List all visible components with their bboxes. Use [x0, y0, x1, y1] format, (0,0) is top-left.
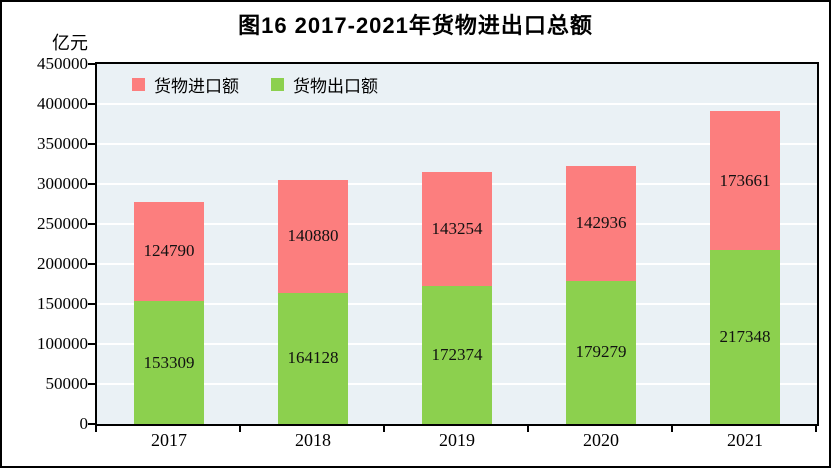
- legend-label: 货物进口额: [154, 76, 239, 96]
- y-axis-tick-mark: [88, 63, 95, 65]
- x-axis-tick-mark: [815, 426, 817, 432]
- gridline: [97, 103, 817, 105]
- bar-segment-货物出口额-2017: 153309: [134, 301, 204, 424]
- y-axis-tick-label: 400000: [37, 94, 88, 113]
- y-axis-tick-mark: [88, 423, 95, 425]
- x-axis-tick-mark: [527, 426, 529, 432]
- x-axis-tick-label: 2017: [151, 430, 187, 450]
- bar-value-label: 164128: [287, 348, 339, 368]
- y-axis-unit-label: 亿元: [52, 33, 88, 53]
- legend-label: 货物出口额: [293, 76, 378, 96]
- bar-segment-货物出口额-2020: 179279: [566, 280, 636, 424]
- x-axis-tick-label: 2020: [583, 430, 619, 450]
- legend: 货物进口额 货物出口额: [132, 72, 410, 97]
- y-axis-tick-mark: [88, 263, 95, 265]
- x-axis-tick-mark: [239, 426, 241, 432]
- y-axis-tick-label: 450000: [37, 54, 88, 73]
- chart-title: 图16 2017-2021年货物进出口总额: [238, 13, 593, 38]
- bar-segment-货物出口额-2019: 172374: [422, 286, 492, 424]
- x-axis-tick-label: 2021: [727, 430, 763, 450]
- bar-value-label: 173661: [719, 170, 771, 190]
- bar-segment-货物进口额-2017: 124790: [134, 201, 204, 302]
- x-axis-tick-mark: [95, 426, 97, 432]
- bar-segment-货物出口额-2018: 164128: [278, 292, 348, 424]
- y-axis-tick-label: 300000: [37, 174, 88, 193]
- bar-segment-货物进口额-2018: 140880: [278, 180, 348, 293]
- bar-value-label: 172374: [431, 345, 483, 365]
- y-axis-tick-mark: [88, 223, 95, 225]
- bar-segment-货物进口额-2020: 142936: [566, 166, 636, 281]
- bar-segment-货物进口额-2021: 173661: [710, 111, 780, 251]
- y-axis-tick-mark: [88, 343, 95, 345]
- y-axis-tick-label: 200000: [37, 254, 88, 273]
- bar-value-label: 124790: [143, 241, 195, 261]
- bar-value-label: 217348: [719, 327, 771, 347]
- y-axis-tick-label: 50000: [45, 374, 89, 393]
- bar-segment-货物出口额-2021: 217348: [710, 250, 780, 424]
- bar-value-label: 153309: [143, 352, 195, 372]
- bar-segment-货物进口额-2019: 143254: [422, 171, 492, 287]
- bar-value-label: 179279: [575, 342, 627, 362]
- x-axis-tick-mark: [671, 426, 673, 432]
- y-axis-tick-label: 350000: [37, 134, 88, 153]
- y-axis-tick-label: 0: [79, 414, 89, 433]
- y-axis-tick-mark: [88, 383, 95, 385]
- y-axis-tick-label: 100000: [37, 334, 88, 353]
- legend-swatch: [271, 77, 284, 91]
- x-axis-tick-mark: [383, 426, 385, 432]
- y-axis-tick-mark: [88, 103, 95, 105]
- legend-item: 货物进口额: [132, 72, 239, 97]
- y-axis-tick-mark: [88, 183, 95, 185]
- x-axis-tick-label: 2018: [295, 430, 331, 450]
- x-axis-tick-label: 2019: [439, 430, 475, 450]
- legend-swatch: [132, 77, 145, 91]
- gridline: [97, 143, 817, 145]
- y-axis-tick-label: 150000: [37, 294, 88, 313]
- y-axis-tick-mark: [88, 143, 95, 145]
- bar-value-label: 143254: [431, 218, 483, 238]
- bar-value-label: 140880: [287, 226, 339, 246]
- plot-area: 153309 124790 164128 140880 172374 143254 1792…: [95, 62, 819, 426]
- bar-value-label: 142936: [575, 213, 627, 233]
- y-axis-tick-label: 250000: [37, 214, 88, 233]
- legend-item: 货物出口额: [271, 72, 378, 97]
- y-axis-tick-mark: [88, 303, 95, 305]
